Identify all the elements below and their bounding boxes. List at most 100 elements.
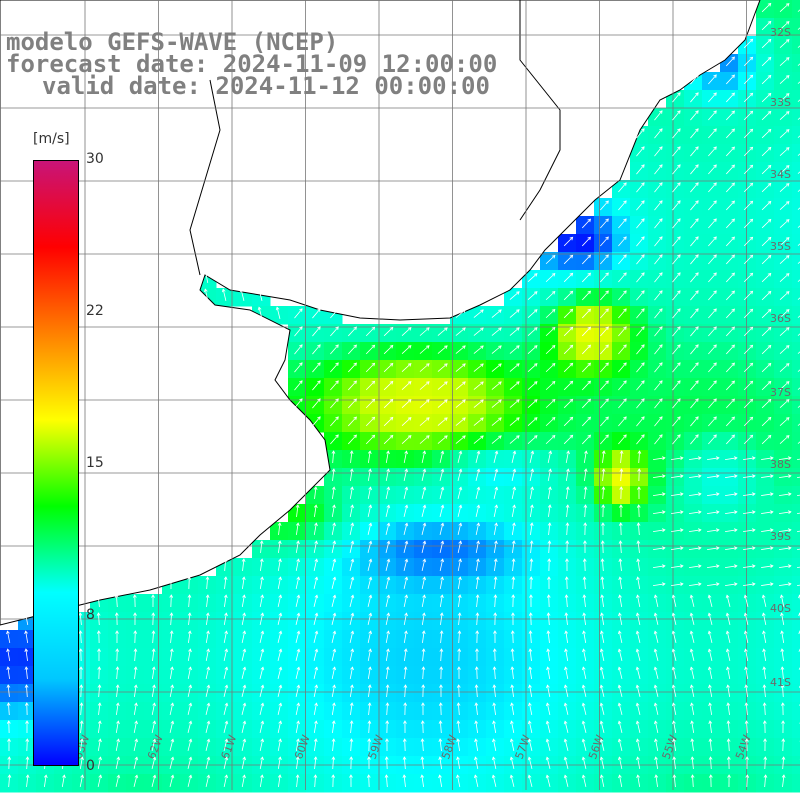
wind-arrow-head — [278, 576, 282, 581]
wind-arrow — [797, 27, 800, 30]
wind-arrow — [760, 493, 773, 496]
wind-arrow-head — [511, 594, 516, 598]
wind-arrow — [618, 757, 623, 769]
wind-arrow — [223, 613, 227, 626]
wind-arrow-head — [6, 630, 10, 635]
wind-arrow — [367, 667, 371, 680]
wind-arrow — [545, 273, 556, 283]
wind-arrow — [636, 200, 645, 211]
wind-arrow-head — [744, 648, 748, 653]
wind-arrow — [672, 649, 677, 661]
wind-arrow-head — [565, 540, 570, 544]
wind-arrow-head — [749, 236, 754, 241]
wind-speed-cell — [792, 684, 800, 703]
wind-arrow — [277, 595, 282, 607]
wind-arrow-head — [407, 417, 412, 421]
wind-arrow — [385, 774, 388, 788]
wind-arrow-head — [635, 612, 640, 617]
wind-arrow — [421, 451, 426, 463]
wind-arrow-head — [224, 630, 228, 635]
wind-arrow — [637, 775, 641, 788]
wind-arrow-head — [695, 110, 699, 114]
wind-arrow — [546, 757, 551, 769]
wind-arrow — [152, 667, 155, 680]
wind-arrow-head — [384, 774, 389, 778]
wind-arrow — [636, 146, 645, 157]
wind-arrow-head — [335, 326, 339, 331]
wind-arrow-head — [547, 522, 552, 526]
wind-arrow-head — [332, 666, 337, 671]
wind-arrow-head — [476, 522, 481, 527]
colorbar-tick-8: 8 — [86, 607, 95, 623]
wind-arrow — [779, 291, 790, 300]
wind-arrow-head — [583, 504, 588, 508]
wind-arrow — [26, 684, 28, 698]
wind-arrow — [688, 457, 701, 460]
wind-arrow-head — [551, 344, 556, 349]
wind-arrow — [672, 667, 677, 679]
wind-arrow-head — [331, 450, 336, 454]
wind-arrow-head — [404, 612, 408, 617]
wind-arrow — [743, 272, 753, 283]
wind-arrow-head — [516, 381, 520, 385]
wind-arrow-head — [785, 21, 790, 25]
wind-arrow-head — [599, 648, 604, 653]
wind-arrow — [350, 703, 353, 716]
wind-arrow-head — [151, 612, 156, 616]
wind-arrow-head — [707, 666, 712, 671]
wind-arrow-head — [641, 200, 645, 204]
wind-arrow — [691, 703, 695, 716]
wind-arrow-head — [659, 344, 663, 348]
wind-arrow — [583, 451, 587, 464]
wind-arrow-head — [690, 720, 694, 725]
wind-arrow — [743, 146, 753, 157]
wind-arrow-head — [751, 528, 756, 533]
wind-arrow — [600, 308, 609, 319]
wind-arrow — [476, 577, 479, 590]
wind-arrow — [743, 398, 753, 409]
wind-arrow-head — [242, 594, 246, 599]
wind-arrow — [779, 3, 790, 12]
wind-arrow — [779, 165, 790, 174]
wind-arrow-head — [456, 774, 460, 779]
wind-arrow-head — [659, 290, 663, 294]
wind-arrow-head — [566, 468, 570, 473]
wind-arrow-head — [331, 720, 336, 724]
wind-arrow — [690, 416, 699, 427]
wind-arrow — [529, 451, 534, 463]
wind-arrow — [457, 541, 462, 553]
wind-arrow-head — [78, 648, 83, 652]
lat-label: 37S — [770, 386, 791, 399]
wind-arrow-head — [619, 486, 624, 490]
wind-arrow — [151, 721, 156, 733]
wind-arrow-head — [444, 435, 448, 439]
wind-arrow — [636, 164, 645, 175]
wind-arrow-head — [188, 666, 192, 671]
wind-arrow — [187, 775, 192, 787]
wind-arrow-head — [654, 774, 659, 778]
wind-arrow — [205, 757, 210, 769]
wind-arrow — [601, 577, 604, 590]
wind-arrow — [725, 164, 735, 175]
wind-arrow — [25, 613, 29, 626]
wind-speed-cell — [792, 414, 800, 433]
wind-arrow-head — [277, 774, 282, 778]
wind-arrow — [510, 775, 515, 787]
wind-arrow — [745, 685, 748, 698]
wind-arrow — [725, 326, 735, 337]
wind-speed-cell — [792, 198, 800, 217]
wind-arrow-head — [96, 612, 101, 616]
wind-arrow — [421, 577, 426, 589]
wind-arrow — [779, 309, 790, 318]
wind-arrow-head — [206, 738, 211, 743]
wind-arrow — [618, 236, 627, 247]
wind-arrow-head — [474, 738, 478, 743]
wind-arrow-head — [494, 540, 498, 545]
wind-arrow-head — [767, 200, 772, 205]
wind-arrow-head — [767, 146, 772, 151]
wind-arrow-head — [516, 417, 520, 421]
wind-arrow — [548, 594, 550, 608]
wind-arrow — [349, 631, 354, 643]
wind-arrow — [761, 273, 772, 283]
wind-arrow — [331, 559, 336, 571]
